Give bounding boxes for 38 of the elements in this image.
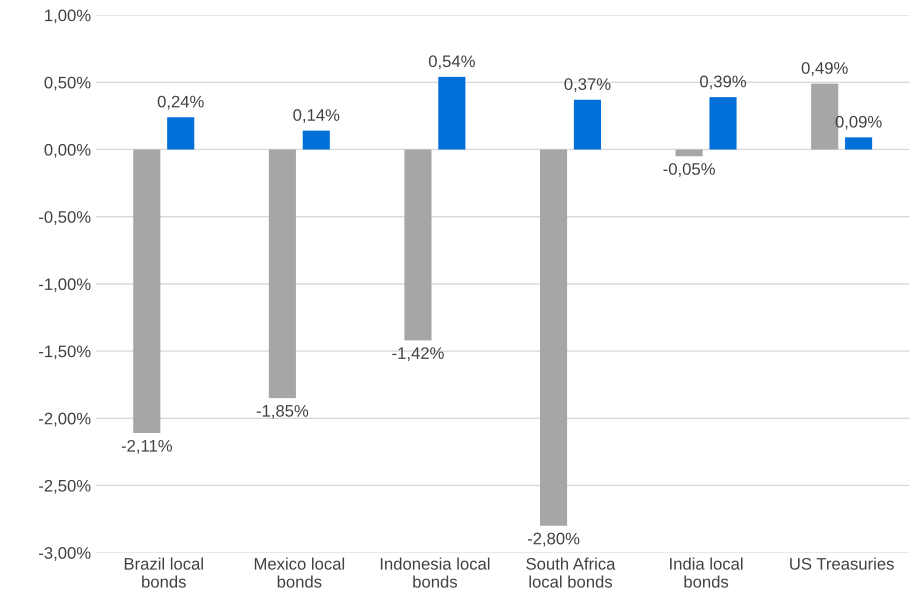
bar — [404, 149, 432, 340]
data-label: -1,42% — [392, 347, 444, 361]
bar — [540, 149, 568, 526]
y-tick-label: 0,50% — [44, 76, 91, 90]
y-tick-label: -2,50% — [39, 480, 91, 494]
x-tick-label: Indonesia local bonds — [380, 558, 490, 588]
data-label: -0,05% — [663, 163, 715, 177]
bar — [302, 130, 330, 150]
data-label: 0,24% — [158, 96, 204, 110]
y-tick-label: -3,00% — [39, 547, 91, 561]
y-tick-label: 0,00% — [44, 144, 91, 158]
data-label: 0,37% — [564, 78, 610, 92]
data-label: 0,09% — [836, 116, 882, 130]
y-tick-label: -1,50% — [39, 345, 91, 360]
bar — [438, 76, 466, 150]
data-label: 0,39% — [700, 76, 746, 90]
y-tick-label: 1,00% — [45, 10, 91, 24]
data-label: 0,14% — [293, 109, 340, 123]
x-tick-label: US Treasuries — [790, 558, 894, 570]
bar — [167, 117, 194, 150]
y-tick-label: -0,50% — [39, 211, 91, 225]
bar — [574, 100, 601, 150]
data-label: -2,11% — [122, 440, 172, 454]
x-tick-label: Brazil local bonds — [124, 558, 203, 588]
data-label: -2,80% — [528, 532, 580, 546]
data-label: 0,54% — [428, 55, 475, 70]
x-tick-label: India local bonds — [670, 558, 742, 588]
x-tick-label: Mexico local bonds — [254, 558, 344, 588]
bar — [845, 137, 872, 150]
x-tick-label: South Africa local bonds — [526, 558, 616, 588]
data-label: 0,49% — [802, 62, 848, 76]
bar — [268, 149, 296, 398]
bar — [133, 149, 160, 434]
bar — [709, 97, 737, 150]
bar — [676, 149, 703, 156]
y-tick-label: -1,00% — [39, 278, 91, 292]
y-tick-label: -2,00% — [39, 412, 91, 426]
data-label: -1,85% — [256, 405, 308, 419]
